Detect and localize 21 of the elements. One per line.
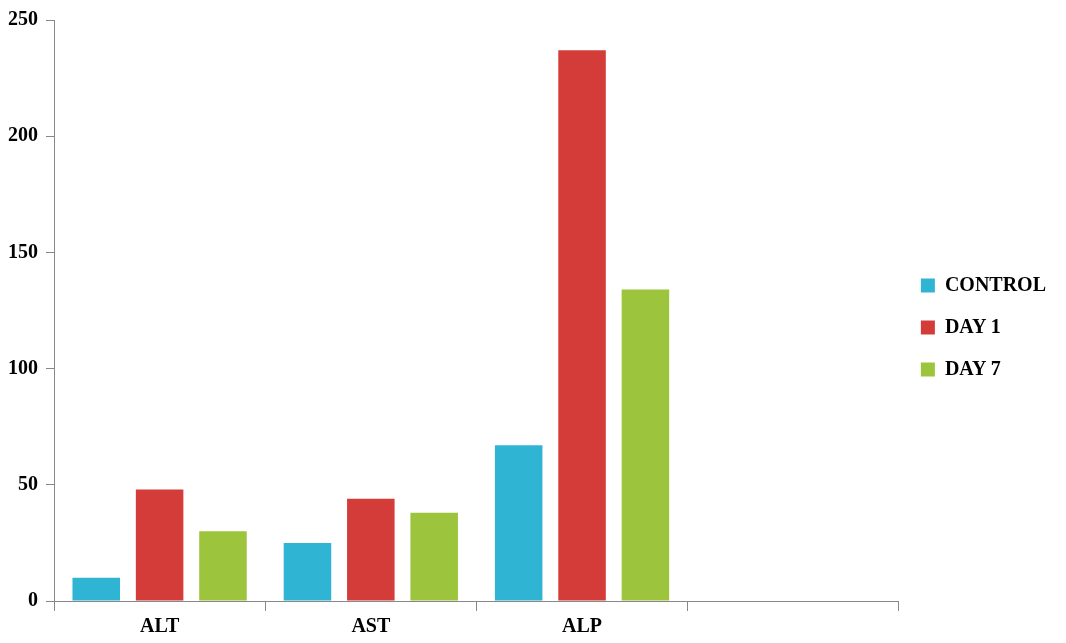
y-tick-label: 100 [8, 355, 38, 378]
x-tick-label: ALT [139, 614, 180, 637]
x-tick-label: ALP [562, 614, 603, 637]
y-tick-label: 50 [18, 471, 38, 494]
bar [72, 577, 121, 601]
bar [621, 289, 670, 601]
y-tick-label: 150 [8, 239, 38, 262]
bar [283, 542, 332, 601]
bar [135, 489, 184, 601]
x-tick-label: AST [351, 614, 391, 637]
bar [347, 498, 395, 601]
bar [410, 512, 458, 601]
bar [558, 50, 606, 601]
y-tick-label: 0 [28, 588, 38, 611]
y-tick-label: 200 [8, 123, 38, 146]
bar [199, 531, 247, 601]
bar [494, 445, 543, 601]
legend-label: CONTROL [944, 272, 1046, 295]
legend-label: DAY 1 [944, 314, 1001, 337]
y-tick-label: 250 [8, 7, 38, 30]
legend-label: DAY 7 [944, 356, 1001, 379]
